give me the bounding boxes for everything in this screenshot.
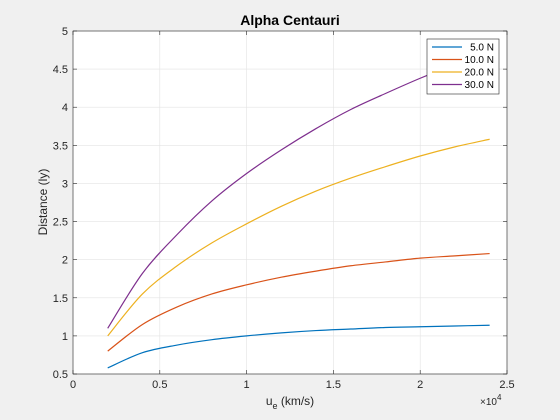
y-tick-label: 2 xyxy=(62,255,68,267)
series-lines xyxy=(107,53,490,369)
series-line-1 xyxy=(107,324,490,369)
series-line-2 xyxy=(107,252,490,352)
y-axis-label: Distance (ly) xyxy=(36,169,50,236)
x-tick-label: 1 xyxy=(244,379,250,391)
x-axis-label-main: u xyxy=(266,394,273,408)
grid xyxy=(72,30,508,375)
plot-box xyxy=(72,30,508,375)
ticks xyxy=(72,30,508,375)
x-tick-label: 1.5 xyxy=(326,379,341,391)
x-axis-exponent-power: 4 xyxy=(497,393,502,402)
x-tick-label: 0 xyxy=(70,379,76,391)
x-tick-label: 2 xyxy=(417,379,423,391)
y-tick-label: 4.5 xyxy=(53,64,68,76)
y-tick-label: 2.5 xyxy=(53,217,68,229)
chart-title: Alpha Centauri xyxy=(240,12,340,28)
y-tick-label: 1.5 xyxy=(53,293,68,305)
series-line-3 xyxy=(107,138,490,337)
legend-label-4: 30.0 N xyxy=(465,80,494,91)
x-axis-label: ue (km/s) xyxy=(266,394,314,411)
y-tick-label: 4 xyxy=(62,102,68,114)
legend-label-1: 5.0 N xyxy=(470,43,494,54)
legend: 5.0 N10.0 N 20.0 N30.0 N xyxy=(426,38,500,95)
x-tick-label: 2.5 xyxy=(499,379,514,391)
legend-label-3: 20.0 N xyxy=(465,68,494,79)
x-axis-label-units: (km/s) xyxy=(278,394,315,408)
x-tick-label: 0.5 xyxy=(152,379,167,391)
legend-items: 5.0 N10.0 N 20.0 N30.0 N xyxy=(432,43,494,91)
y-tick-label: 3.5 xyxy=(53,140,68,152)
legend-label-2: 10.0 N xyxy=(465,55,494,66)
series-line-4 xyxy=(107,53,490,329)
y-tick-label: 3 xyxy=(62,178,68,190)
tick-labels: 0 0.5 1 1.5 2 2.50.511.522.533.544.55 xyxy=(53,26,515,391)
y-tick-label: 5 xyxy=(62,26,68,38)
x-axis-exponent: ×104 xyxy=(480,393,502,408)
x-axis-label-subscript: e xyxy=(273,401,278,411)
y-tick-label: 1 xyxy=(62,331,68,343)
y-tick-label: 0.5 xyxy=(53,369,68,381)
x-axis-exponent-base: ×10 xyxy=(480,397,497,408)
